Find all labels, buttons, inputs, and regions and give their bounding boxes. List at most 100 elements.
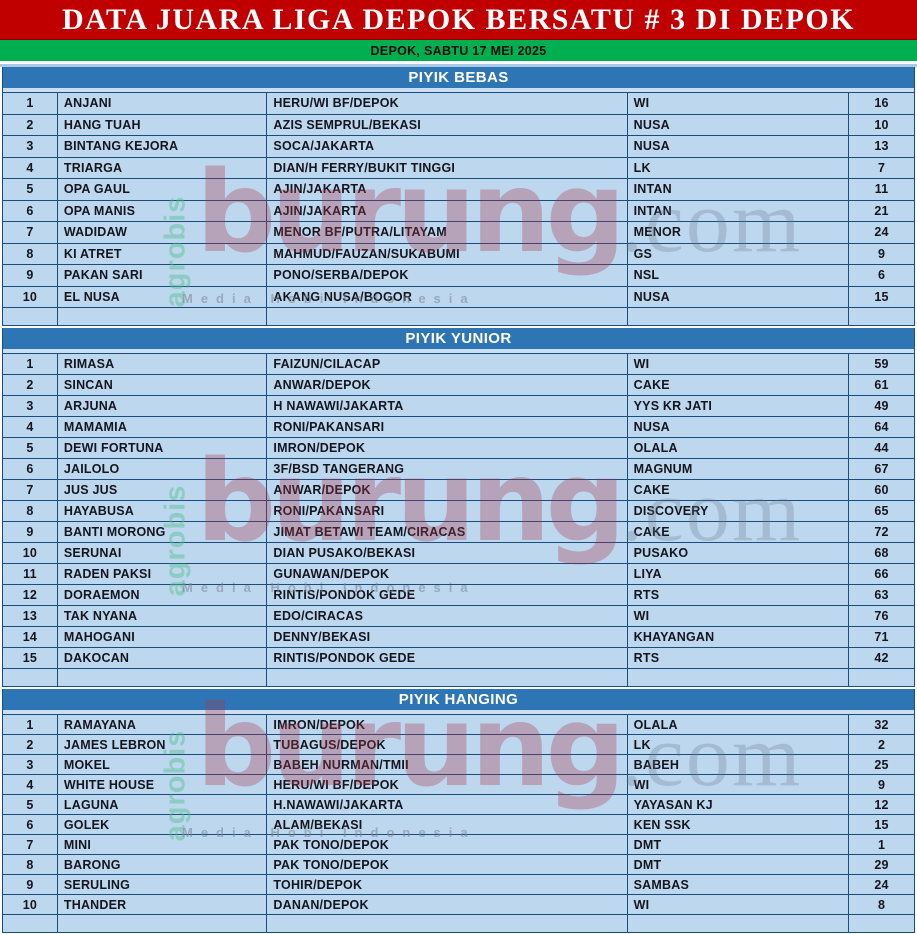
owner-cell: MAHMUD/FAUZAN/SUKABUMI [267,243,628,264]
points-cell: 59 [874,357,889,371]
table-row [3,668,914,687]
rank-cell: 8 [3,243,58,264]
owner-cell: RONI/PAKANSARI [267,501,628,521]
team-cell: NUSA [628,136,850,157]
section-strip [3,710,914,714]
rank-cell: 5 [3,795,58,814]
table-row: 8 BARONG PAK TONO/DEPOK DMT 29 [3,854,914,874]
rank-cell: 7 [3,480,58,500]
table-row: 8 KI ATRET MAHMUD/FAUZAN/SUKABUMI GS 9 [3,242,914,264]
rank-cell: 7 [3,835,58,854]
team-cell: WI [628,606,850,626]
rank-cell: 2 [3,114,58,135]
team-cell: RTS [628,648,850,668]
bird-cell [58,669,268,686]
table-row: 13 TAK NYANA EDO/CIRACAS WI 76 [3,605,914,626]
points-cell: 71 [874,630,889,644]
rank-cell: 15 [3,648,58,668]
bird-cell: ANJANI [58,93,268,114]
bird-cell: RADEN PAKSI [58,564,268,584]
owner-cell: AKANG NUSA/BOGOR [267,286,628,307]
owner-cell: DIAN/H FERRY/BUKIT TINGGI [267,157,628,178]
bird-cell: JAMES LEBRON [58,735,268,754]
table-row: 11 RADEN PAKSI GUNAWAN/DEPOK LIYA 66 [3,563,914,584]
table-row: 6 OPA MANIS AJIN/JAKARTA INTAN 21 [3,199,914,221]
bird-cell: MINI [58,835,268,854]
team-cell: LK [628,157,850,178]
team-cell: INTAN [628,200,850,221]
owner-cell [267,669,628,686]
table-row: 8 HAYABUSA RONI/PAKANSARI DISCOVERY 65 [3,500,914,521]
section-title: PIYIK HANGING [3,689,914,710]
rank-cell: 9 [3,265,58,286]
points-cell: 13 [874,139,889,154]
rank-cell: 14 [3,627,58,647]
owner-cell: AZIS SEMPRUL/BEKASI [267,114,628,135]
team-cell: BABEH [628,755,850,774]
table-row: 2 SINCAN ANWAR/DEPOK CAKE 61 [3,374,914,395]
owner-cell: AJIN/JAKARTA [267,179,628,200]
table-section: PIYIK YUNIOR 1 RIMASA FAIZUN/CILACAP WI … [2,328,915,687]
team-cell: LIYA [628,564,850,584]
team-cell: KEN SSK [628,815,850,834]
table-row: 14 MAHOGANI DENNY/BEKASI KHAYANGAN 71 [3,626,914,647]
date-banner: DEPOK, SABTU 17 MEI 2025 [0,40,917,61]
section-divider [2,687,915,689]
results-table: PIYIK BEBAS 1 ANJANI HERU/WI BF/DEPOK WI… [2,67,915,933]
points-cell: 15 [874,817,889,832]
team-cell: MENOR [628,222,850,243]
table-row: 3 ARJUNA H NAWAWI/JAKARTA YYS KR JATI 49 [3,395,914,416]
rank-cell: 12 [3,585,58,605]
points-cell: 1 [877,837,886,852]
table-section: PIYIK BEBAS 1 ANJANI HERU/WI BF/DEPOK WI… [2,67,915,326]
owner-cell: RINTIS/PONDOK GEDE [267,648,628,668]
owner-cell: FAIZUN/CILACAP [267,354,628,374]
points-cell: 60 [874,483,889,497]
points-cell: 2 [877,737,886,752]
bird-cell: WHITE HOUSE [58,775,268,794]
team-cell: YYS KR JATI [628,396,850,416]
rank-cell: 10 [3,895,58,914]
points-cell: 66 [874,567,889,581]
bird-cell: TRIARGA [58,157,268,178]
divider [0,61,917,64]
team-cell: CAKE [628,522,850,542]
points-cell: 49 [874,399,889,413]
section-title: PIYIK BEBAS [3,67,914,88]
bird-cell: PAKAN SARI [58,265,268,286]
points-cell: 7 [877,160,886,175]
points-cell: 68 [874,546,889,560]
bird-cell: SERULING [58,875,268,894]
table-row: 9 BANTI MORONG JIMAT BETAWI TEAM/CIRACAS… [3,521,914,542]
bird-cell: DAKOCAN [58,648,268,668]
bird-cell: HAYABUSA [58,501,268,521]
owner-cell [267,915,628,932]
bird-cell: OPA MANIS [58,200,268,221]
rank-cell: 6 [3,459,58,479]
points-cell: 12 [874,797,889,812]
team-cell: DMT [628,835,850,854]
points-cell: 29 [874,857,889,872]
rank-cell: 10 [3,543,58,563]
table-row: 2 JAMES LEBRON TUBAGUS/DEPOK LK 2 [3,734,914,754]
points-cell: 65 [874,504,889,518]
team-cell: NUSA [628,114,850,135]
bird-cell: JAILOLO [58,459,268,479]
owner-cell: TUBAGUS/DEPOK [267,735,628,754]
rank-cell: 3 [3,755,58,774]
bird-cell: GOLEK [58,815,268,834]
bird-cell: MAMAMIA [58,417,268,437]
team-cell: CAKE [628,375,850,395]
table-row [3,914,914,933]
team-cell: LK [628,735,850,754]
table-row: 10 EL NUSA AKANG NUSA/BOGOR NUSA 15 [3,285,914,307]
table-row: 4 MAMAMIA RONI/PAKANSARI NUSA 64 [3,416,914,437]
rank-cell: 4 [3,157,58,178]
rank-cell: 11 [3,564,58,584]
owner-cell: IMRON/DEPOK [267,438,628,458]
owner-cell: JIMAT BETAWI TEAM/CIRACAS [267,522,628,542]
owner-cell: HERU/WI BF/DEPOK [267,775,628,794]
section-strip [3,88,914,92]
rank-cell [3,915,58,932]
bird-cell: DEWI FORTUNA [58,438,268,458]
